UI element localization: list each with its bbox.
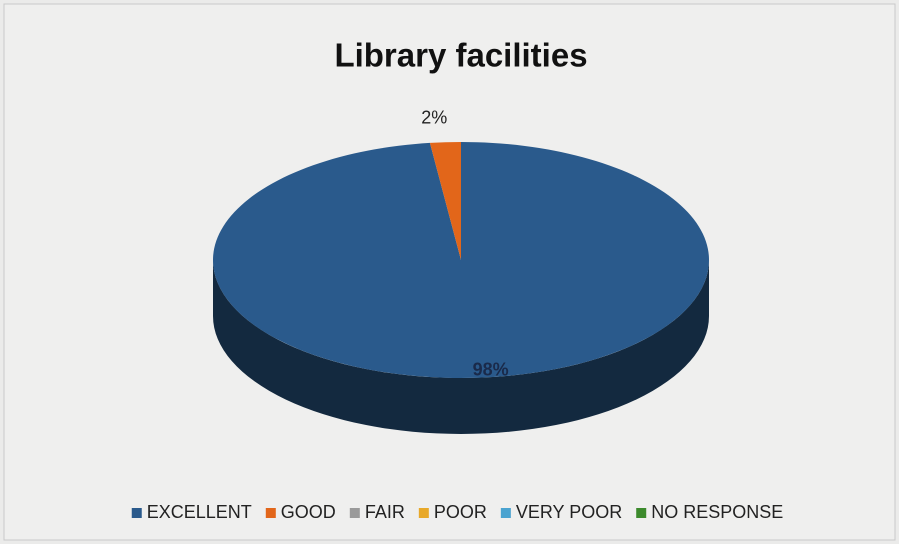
legend: EXCELLENT GOOD FAIR POOR VERY POOR NO RESPONS…	[131, 502, 783, 522]
legend-label: NO RESPONSE	[651, 502, 783, 522]
legend-label: GOOD	[281, 502, 336, 522]
legend-swatch	[636, 508, 647, 518]
legend-swatch	[349, 508, 360, 518]
legend-label: FAIR	[365, 502, 405, 522]
pie-slice-side	[213, 260, 709, 434]
legend-label: VERY POOR	[516, 502, 622, 522]
data-label: 98%	[473, 359, 509, 379]
legend-swatch	[418, 508, 429, 518]
legend-swatch	[500, 508, 511, 518]
pie-slice	[212, 142, 709, 378]
chart-title: Library facilities	[334, 37, 587, 74]
pie-slice	[429, 142, 461, 260]
legend-swatch	[265, 508, 276, 518]
legend-swatch	[131, 508, 142, 518]
legend-label: EXCELLENT	[147, 502, 252, 522]
data-label: 2%	[421, 107, 447, 127]
legend-label: POOR	[434, 502, 487, 522]
